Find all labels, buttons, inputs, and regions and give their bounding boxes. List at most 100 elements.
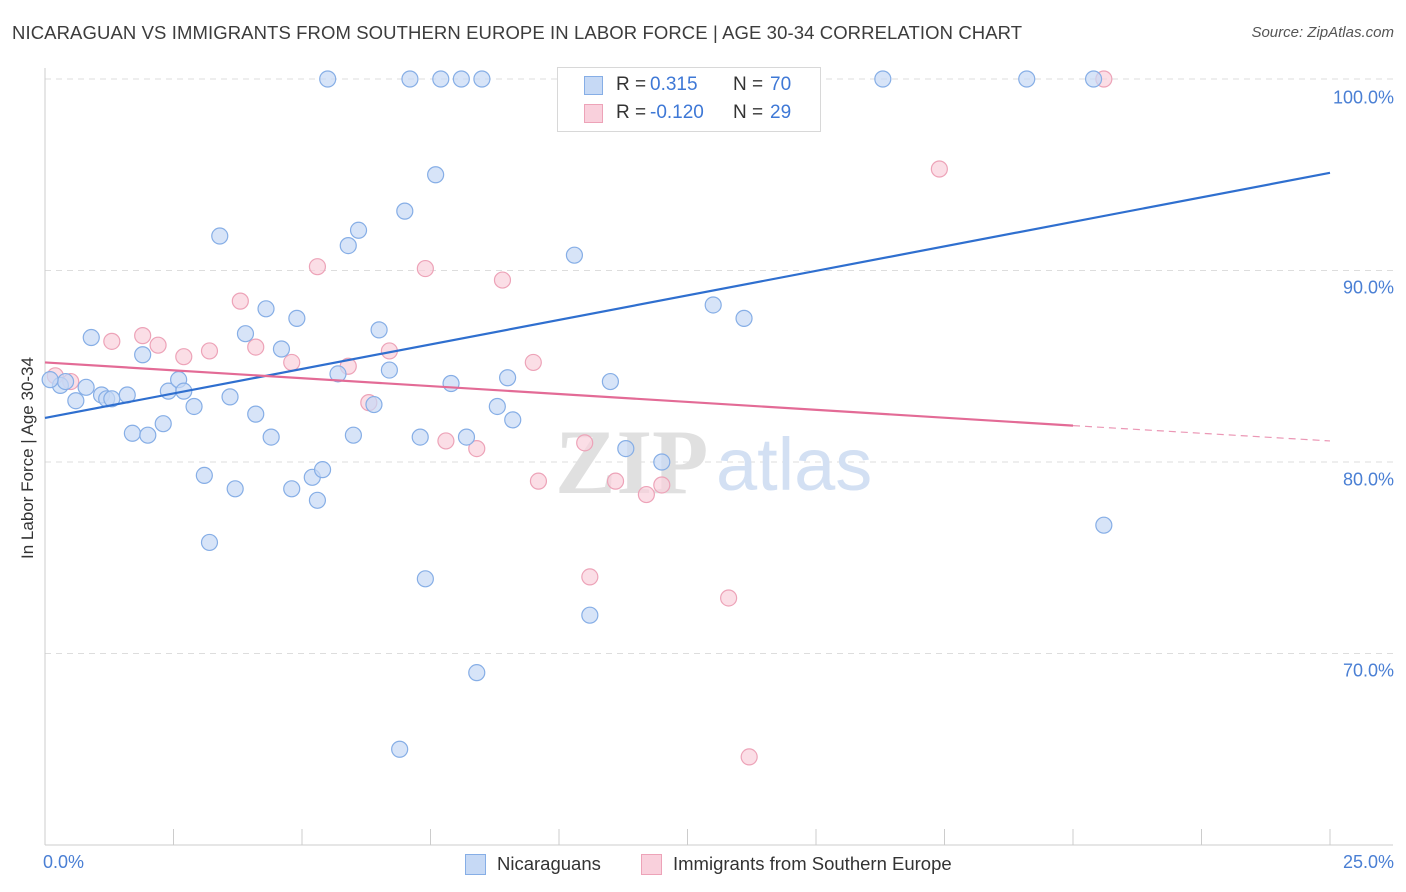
scatter-point-immigrants [637,485,655,504]
scatter-point-nicaraguans [262,428,280,446]
scatter-point-nicaraguans [41,371,59,389]
scatter-point-nicaraguans [221,388,239,406]
scatter-point-nicaraguans [139,426,157,444]
legend-row-immigrants: R = -0.120 N = 29 [558,100,820,128]
scatter-point-nicaraguans [499,369,517,387]
scatter-point-nicaraguans [211,227,229,245]
scatter-point-immigrants [468,439,486,458]
scatter-point-immigrants [720,589,738,607]
scatter-point-nicaraguans [272,340,291,358]
scatter-point-nicaraguans [427,166,445,184]
scatter-point-nicaraguans [195,466,213,485]
scatter-point-immigrants [103,332,121,350]
scatter-point-immigrants [581,568,599,586]
trend-line-immigrants [44,361,1074,427]
scatter-point-nicaraguans [200,533,219,552]
scatter-point-nicaraguans [396,202,414,220]
scatter-point-immigrants [493,271,512,289]
scatter-point-nicaraguans [134,346,152,364]
scatter-point-immigrants [653,476,671,494]
scatter-point-nicaraguans [391,740,409,758]
scatter-point-immigrants [231,292,249,310]
scatter-point-nicaraguans [380,361,398,379]
y-tick-label: 100.0% [1332,87,1394,108]
scatter-point-nicaraguans [283,480,301,498]
scatter-point-nicaraguans [236,325,255,343]
watermark: ZIP atlas [555,411,872,513]
legend-swatch-pink [584,104,603,123]
scatter-point-immigrants [416,259,434,278]
y-tick-label: 90.0% [1342,277,1394,298]
scatter-point-nicaraguans [329,365,347,383]
scatter-point-nicaraguans [154,415,172,433]
legend-r-label: R = [616,102,647,123]
scatter-point-nicaraguans [247,405,265,423]
scatter-point-immigrants [606,472,625,490]
legend-r-value: -0.120 [650,102,704,123]
scatter-point-nicaraguans [349,221,368,239]
scatter-point-immigrants [529,472,548,490]
scatter-point-nicaraguans [653,453,671,471]
scatter-point-nicaraguans [319,70,337,88]
scatter-point-nicaraguans [601,372,620,391]
scatter-point-immigrants [200,342,219,360]
scatter-point-nicaraguans [735,309,753,327]
scatter-point-nicaraguans [565,246,584,264]
scatter-point-nicaraguans [123,424,141,442]
scatter-point-nicaraguans [432,70,450,88]
trend-line-nicaraguans [44,171,1331,420]
scatter-point-immigrants [930,160,948,178]
scatter-point-immigrants [740,748,758,766]
scatter-point-immigrants [308,258,327,276]
scatter-point-nicaraguans [1095,516,1113,534]
scatter-point-nicaraguans [344,426,362,444]
scatter-point-nicaraguans [442,374,460,393]
scatter-point-nicaraguans [457,428,476,446]
scatter-point-nicaraguans [411,428,429,446]
trend-lines [44,171,1331,442]
x-axis [44,68,1393,846]
trend-line-immigrants-extension [1072,425,1331,442]
scatter-point-immigrants [134,327,152,345]
series-legend: Nicaraguans Immigrants from Southern Eur… [0,851,1406,879]
scatter-point-nicaraguans [82,328,100,347]
x-tick-label-min: 0.0% [43,852,85,872]
y-tick-label: 70.0% [1342,660,1394,681]
correlation-legend: R = 0.315 N = 70 R = -0.120 N = 29 [557,67,821,132]
scatter-point-immigrants [524,353,542,372]
scatter-point-nicaraguans [401,70,419,88]
scatter-point-immigrants [149,336,167,354]
legend-swatch-nicaraguans [465,854,486,875]
scatter-point-nicaraguans [56,372,75,391]
legend-n-value: 70 [770,74,792,95]
legend-swatch-blue [584,76,603,95]
scatter-point-nicaraguans [874,70,892,88]
legend-r-label: R = [616,74,647,95]
grid-lines [45,78,1393,654]
source-label: Source: ZipAtlas.com [1251,24,1394,41]
y-tick-label: 80.0% [1342,469,1394,490]
scatter-point-nicaraguans [226,480,244,498]
scatter-point-nicaraguans [1018,70,1036,88]
scatter-point-immigrants [576,434,594,452]
chart-title: NICARAGUAN VS IMMIGRANTS FROM SOUTHERN E… [12,22,1023,43]
scatter-point-nicaraguans [452,70,470,88]
scatter-point-nicaraguans [257,300,275,318]
legend-n-label: N = [733,74,764,95]
scatter-point-nicaraguans [308,491,327,509]
scatter-point-nicaraguans [1084,70,1103,88]
scatter-point-nicaraguans [313,461,332,479]
legend-n-value: 29 [770,102,792,123]
scatter-point-nicaraguans [416,570,434,588]
watermark-zip: ZIP [555,411,708,513]
legend-label-immigrants: Immigrants from Southern Europe [673,853,952,874]
scatter-point-nicaraguans [617,439,635,458]
scatter-point-nicaraguans [473,70,491,88]
scatter-point-nicaraguans [288,309,306,327]
scatter-point-immigrants [283,353,301,372]
scatter-point-nicaraguans [488,397,506,416]
scatter-point-nicaraguans [468,664,486,682]
scatter-point-nicaraguans [581,606,599,624]
legend-n-label: N = [733,102,764,123]
